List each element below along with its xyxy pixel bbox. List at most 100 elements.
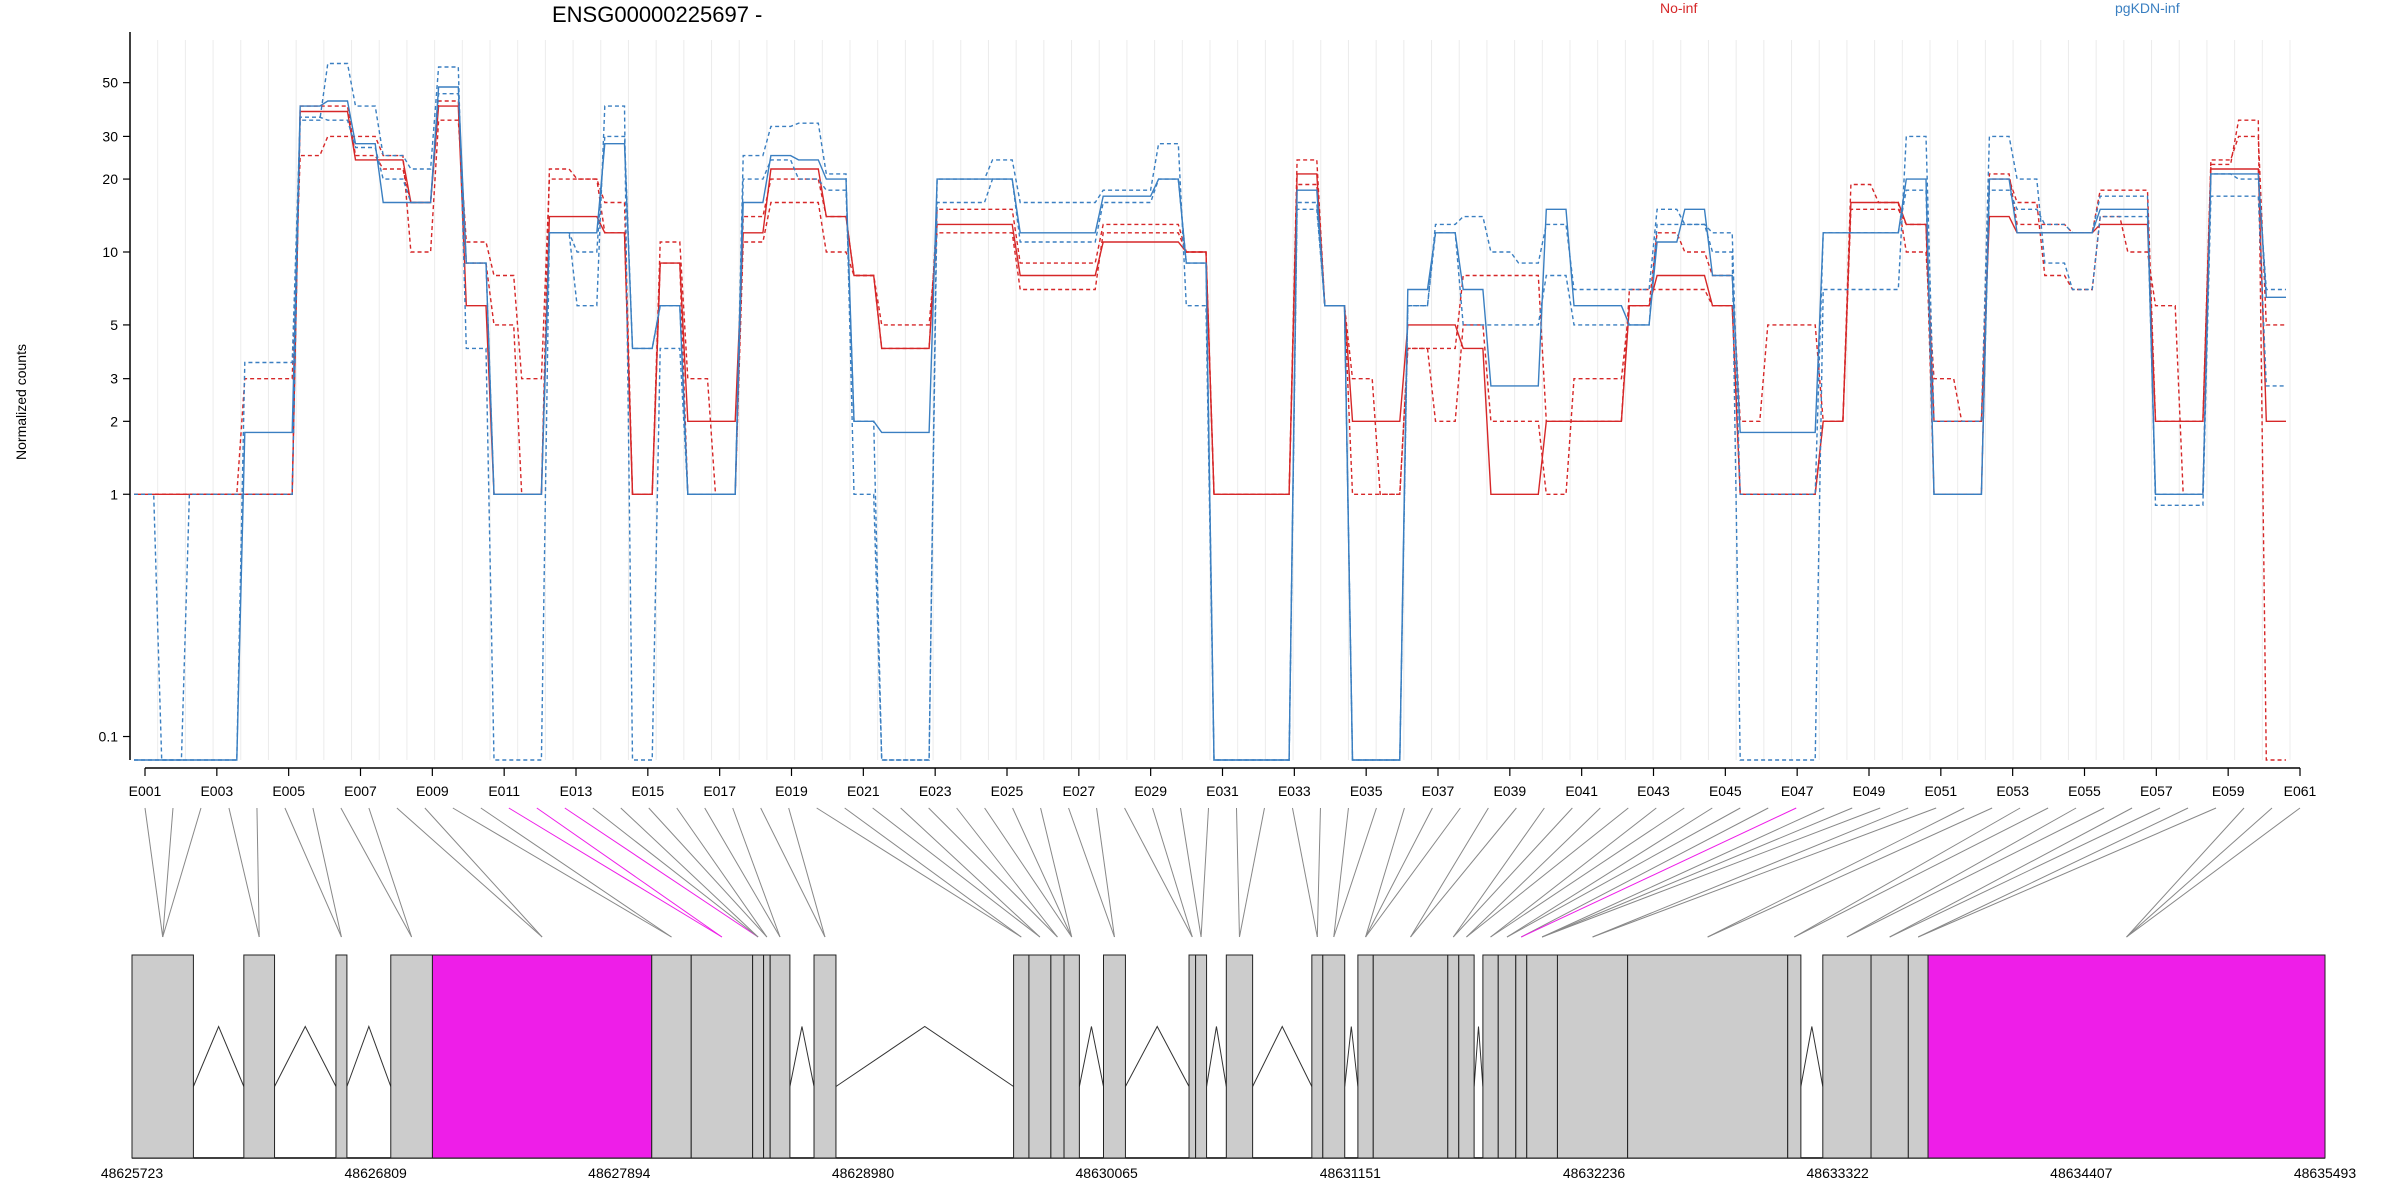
exon-connector	[1490, 807, 1657, 938]
y-tick-label: 0.1	[99, 729, 119, 745]
exon-connector	[2126, 807, 2273, 938]
exon-block	[243, 954, 276, 1159]
exon-block-highlighted	[431, 954, 653, 1159]
exon-connector	[1452, 807, 1573, 938]
exon-block	[1515, 954, 1528, 1159]
genomic-coordinate-label: 48631151	[1320, 1165, 1381, 1181]
exon-connector	[1124, 807, 1193, 938]
exon-connector	[1846, 807, 2105, 938]
x-tick-label: E035	[1350, 783, 1383, 799]
y-tick-label: 30	[102, 128, 118, 144]
exon-connector	[340, 807, 413, 938]
intron-line	[1252, 1025, 1313, 1087]
exon-connector	[1917, 807, 2217, 938]
exon-connector	[312, 807, 342, 938]
exon-connector	[844, 807, 1022, 938]
exon-block	[1526, 954, 1558, 1159]
exon-connector	[480, 807, 672, 938]
exon-connector	[1521, 807, 1769, 938]
exon-block	[1458, 954, 1475, 1159]
exon-connector	[228, 807, 260, 938]
y-tick-label: 50	[102, 75, 118, 91]
intron-line	[789, 1026, 815, 1087]
exon-block	[690, 954, 754, 1159]
legend-entry-no-inf: No-inf	[1660, 0, 1697, 16]
x-tick-label: E037	[1422, 783, 1455, 799]
genomic-coordinate-label: 48625723	[101, 1165, 164, 1181]
exon-connector	[1707, 807, 1965, 938]
exon-block	[1195, 954, 1208, 1159]
grid-lines	[129, 40, 2291, 760]
exon-connector	[1180, 807, 1202, 938]
x-tick-label: E053	[1996, 783, 2029, 799]
exon-connector	[2126, 807, 2245, 938]
x-tick-label: E051	[1924, 783, 1957, 799]
intron-line	[346, 1025, 392, 1087]
exon-connector	[284, 807, 342, 938]
genomic-coordinate-label: 48630065	[1076, 1165, 1139, 1181]
exon-block	[1447, 954, 1460, 1159]
exon-block	[1822, 954, 1872, 1159]
exon-block	[1870, 954, 1909, 1159]
intron-line	[274, 1025, 337, 1087]
y-tick-label: 3	[110, 371, 118, 387]
x-tick-label: E043	[1637, 783, 1670, 799]
x-tick-label: E033	[1278, 783, 1311, 799]
exon-block	[1050, 954, 1065, 1159]
exon-connector	[1410, 807, 1517, 938]
exon-connector	[1541, 807, 1881, 938]
exon-connector	[1466, 807, 1601, 938]
x-tick-label: E005	[272, 783, 305, 799]
exon-connector	[1846, 807, 2077, 938]
exon-block	[1907, 954, 1929, 1159]
x-tick-label: E059	[2212, 783, 2245, 799]
y-tick-label: 5	[110, 317, 118, 333]
x-tick-label: E041	[1565, 783, 1598, 799]
genomic-coordinate-label: 48634407	[2050, 1165, 2113, 1181]
exon-block-highlighted	[1927, 954, 2326, 1159]
exon-connector	[1707, 807, 1993, 938]
exon-connector	[1541, 807, 1825, 938]
genomic-coordinate-label: 48626809	[345, 1165, 408, 1181]
exon-connector	[1889, 807, 2161, 938]
x-tick-label: E021	[847, 783, 880, 799]
exon-block	[1372, 954, 1449, 1159]
exon-connector	[1040, 807, 1073, 938]
exon-block	[1787, 954, 1802, 1159]
exon-connector	[1365, 807, 1461, 938]
x-tick-label: E031	[1206, 783, 1239, 799]
exon-connector	[1794, 807, 2049, 938]
y-tick-label: 2	[110, 413, 118, 429]
exon-connector	[1365, 807, 1405, 938]
exon-connector	[1490, 807, 1685, 938]
exon-connector	[1452, 807, 1545, 938]
exon-block	[763, 954, 771, 1159]
exon-connector	[1365, 807, 1433, 938]
exon-connector	[676, 807, 768, 938]
exon-connector	[1068, 807, 1115, 938]
exon-connector	[956, 807, 1058, 938]
x-tick-label: E023	[919, 783, 952, 799]
exon-block	[131, 954, 194, 1159]
exon-connector	[144, 807, 164, 938]
intron-line	[1124, 1025, 1190, 1087]
exon-connector	[1506, 807, 1713, 938]
data-series	[134, 62, 2286, 761]
exon-connector	[1889, 807, 2133, 938]
x-tick-label: E027	[1062, 783, 1095, 799]
exon-connector	[1238, 807, 1265, 938]
exon-connector	[536, 807, 723, 938]
x-tick-label: E001	[129, 783, 162, 799]
exon-connector	[1333, 807, 1349, 938]
intron-line	[1800, 1026, 1824, 1087]
x-tick-label: E011	[488, 783, 520, 799]
exon-connector	[872, 807, 1041, 938]
exon-connector	[1200, 807, 1210, 938]
exon-block	[1102, 954, 1126, 1159]
intron-line	[1344, 1026, 1359, 1087]
exon-connector	[1794, 807, 2021, 938]
exon-connector	[900, 807, 1041, 938]
intron-line	[1206, 1026, 1227, 1087]
x-tick-label: E039	[1493, 783, 1526, 799]
